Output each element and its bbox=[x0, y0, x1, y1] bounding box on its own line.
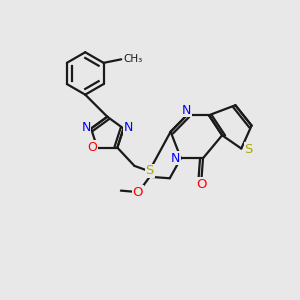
Text: N: N bbox=[171, 152, 181, 165]
Text: S: S bbox=[244, 142, 253, 156]
Text: CH₃: CH₃ bbox=[123, 54, 142, 64]
Text: N: N bbox=[124, 121, 133, 134]
Text: O: O bbox=[196, 178, 207, 191]
Text: O: O bbox=[87, 140, 97, 154]
Text: S: S bbox=[146, 164, 154, 177]
Text: N: N bbox=[182, 104, 191, 117]
Text: N: N bbox=[81, 121, 91, 134]
Text: O: O bbox=[133, 186, 143, 199]
